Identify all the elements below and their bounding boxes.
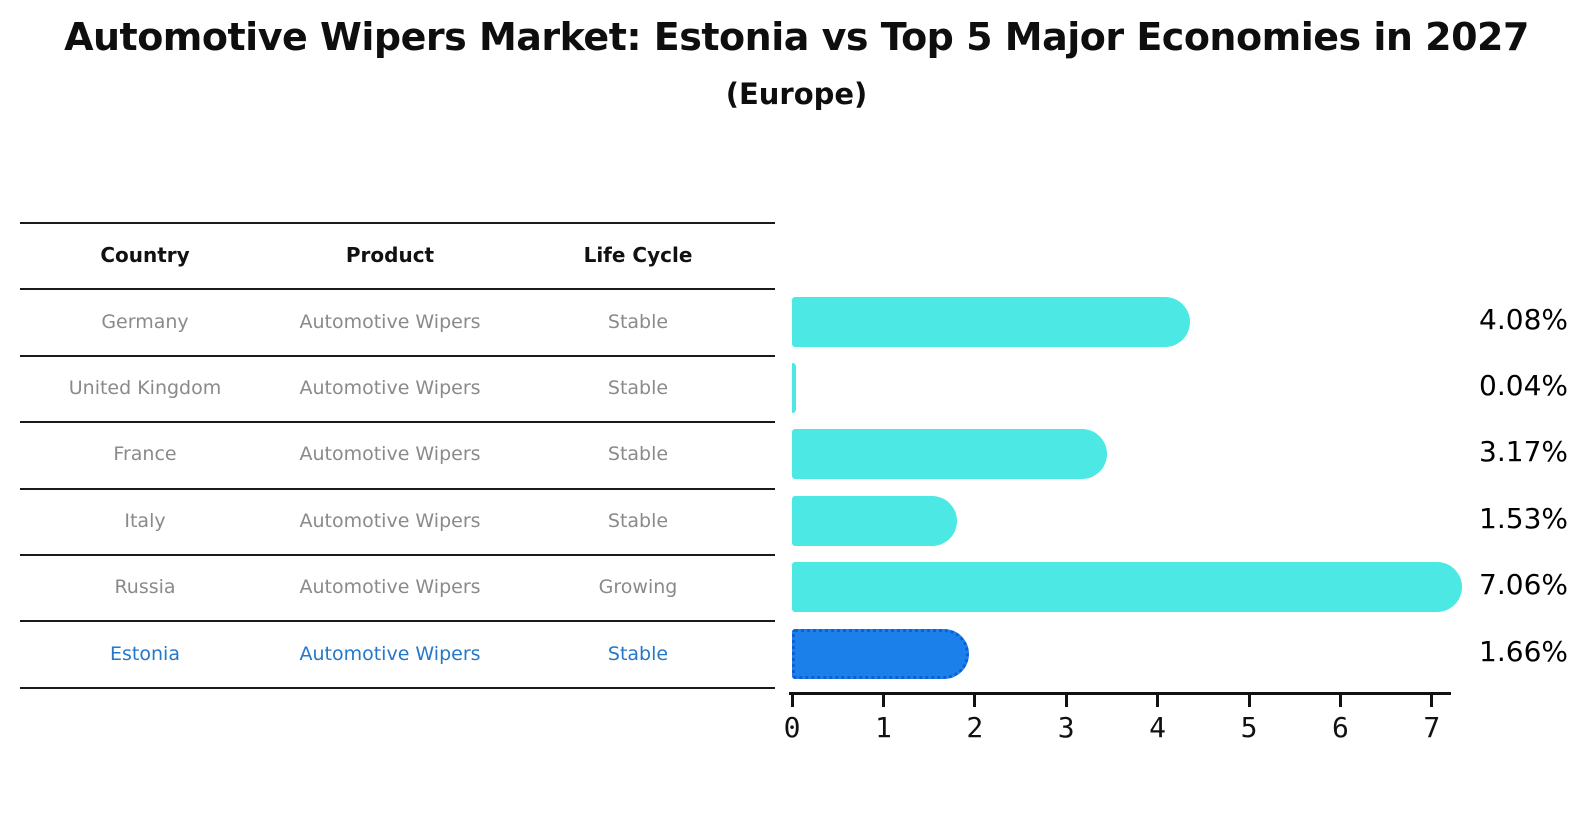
x-tick-label: 5 bbox=[1240, 711, 1258, 744]
x-tick-label: 2 bbox=[966, 711, 984, 744]
x-tick-label: 4 bbox=[1149, 711, 1167, 744]
x-tick bbox=[973, 695, 977, 707]
x-tick bbox=[1156, 695, 1160, 707]
value-label-united-kingdom: 0.04% bbox=[1479, 369, 1568, 402]
value-label-russia: 7.06% bbox=[1479, 568, 1568, 602]
x-axis-line bbox=[789, 691, 1451, 695]
table-divider bbox=[20, 554, 775, 556]
value-label-france: 3.17% bbox=[1479, 435, 1568, 469]
x-tick-label: 7 bbox=[1423, 711, 1441, 744]
table-cell-country: Estonia bbox=[110, 642, 180, 665]
table-cell-product: Automotive Wipers bbox=[299, 310, 481, 333]
table-divider bbox=[20, 421, 775, 424]
table-cell-life_cycle: Stable bbox=[607, 443, 669, 466]
table-cell-life_cycle: Stable bbox=[607, 642, 669, 665]
x-tick-label: 1 bbox=[874, 711, 892, 744]
x-tick bbox=[1247, 695, 1251, 707]
table-cell-life_cycle: Stable bbox=[607, 509, 669, 532]
table-cell-life_cycle: Stable bbox=[607, 377, 669, 399]
table-divider bbox=[20, 288, 775, 291]
x-tick bbox=[790, 695, 794, 707]
table-divider bbox=[20, 686, 775, 689]
value-label-estonia: 1.66% bbox=[1479, 634, 1568, 668]
x-tick bbox=[1338, 695, 1342, 707]
table-cell-country: Italy bbox=[124, 509, 166, 532]
x-tick-label: 3 bbox=[1057, 711, 1075, 744]
table-cell-life_cycle: Growing bbox=[598, 576, 678, 599]
bar-united-kingdom bbox=[792, 363, 796, 413]
x-tick-label: 6 bbox=[1331, 711, 1349, 744]
table-cell-product: Automotive Wipers bbox=[299, 576, 481, 599]
chart-subtitle: (Europe) bbox=[725, 77, 868, 111]
table-divider bbox=[20, 620, 775, 623]
value-label-italy: 1.53% bbox=[1479, 501, 1568, 535]
x-tick bbox=[1430, 695, 1434, 707]
chart-title: Automotive Wipers Market: Estonia vs Top… bbox=[64, 15, 1529, 59]
table-header-country: Country bbox=[100, 243, 190, 268]
table-cell-country: Russia bbox=[114, 576, 176, 599]
bar-russia bbox=[792, 562, 1463, 613]
bar-italy bbox=[792, 495, 957, 546]
table-divider bbox=[20, 487, 775, 490]
x-tick bbox=[1064, 695, 1068, 707]
table-cell-product: Automotive Wipers bbox=[299, 443, 481, 466]
bar-germany bbox=[792, 296, 1190, 347]
value-label-germany: 4.08% bbox=[1479, 302, 1568, 336]
table-divider bbox=[20, 354, 775, 357]
table-divider bbox=[20, 222, 775, 224]
x-tick bbox=[881, 695, 885, 707]
table-cell-country: France bbox=[113, 443, 177, 466]
table-cell-life_cycle: Stable bbox=[607, 310, 669, 333]
table-cell-country: Germany bbox=[101, 310, 189, 333]
table-header-life-cycle: Life Cycle bbox=[583, 243, 693, 268]
table-cell-country: United Kingdom bbox=[68, 377, 222, 399]
table-header-product: Product bbox=[345, 243, 435, 268]
table-cell-product: Automotive Wipers bbox=[299, 377, 481, 399]
table-cell-product: Automotive Wipers bbox=[299, 642, 481, 665]
table-cell-product: Automotive Wipers bbox=[299, 509, 481, 532]
x-tick-label: 0 bbox=[783, 711, 801, 744]
bar-estonia bbox=[792, 628, 969, 679]
bar-france bbox=[792, 429, 1107, 480]
